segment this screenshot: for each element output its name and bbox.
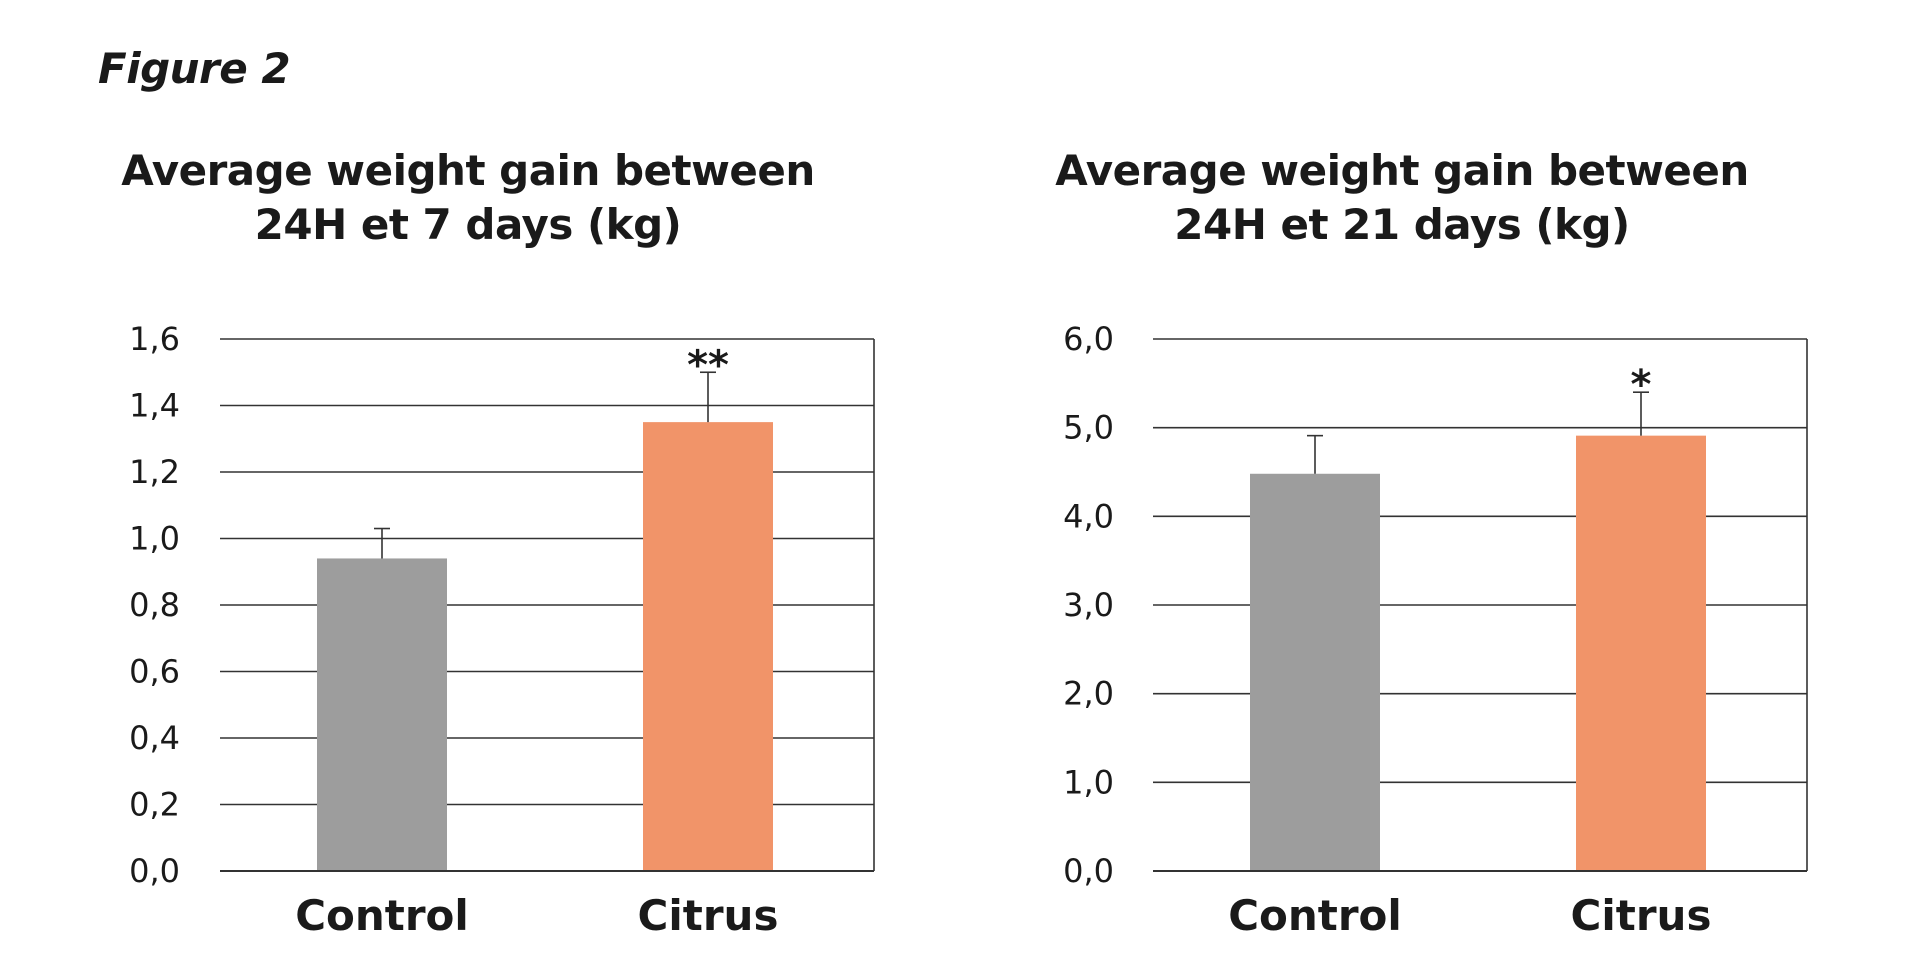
y-tick-label: 6,0 <box>1063 320 1114 358</box>
y-tick-label: 1,0 <box>1063 763 1114 801</box>
y-tick-label: 0,2 <box>129 786 180 824</box>
figure-label: Figure 2 <box>98 44 291 93</box>
y-tick-label: 0,0 <box>129 852 180 890</box>
category-label-control: Control <box>295 891 469 940</box>
y-tick-label: 2,0 <box>1063 675 1114 713</box>
chart-weight-gain-7-days: 0,0 0,2 0,4 0,6 0,8 1,0 1,2 1,4 1,6 Control ** Citr… <box>129 320 875 940</box>
y-tick-label: 4,0 <box>1063 497 1114 535</box>
chart-title-line-2: 24H et 21 days (kg) <box>1174 200 1630 249</box>
chart-title-21-days: Average weight gain between 24H et 21 da… <box>1022 144 1782 252</box>
chart-title-7-days: Average weight gain between 24H et 7 day… <box>88 144 848 252</box>
category-label-control: Control <box>1228 891 1402 940</box>
y-tick-label: 0,6 <box>129 653 180 691</box>
y-tick-label: 0,8 <box>129 586 180 624</box>
bar-control <box>1250 473 1380 871</box>
significance-marker-citrus: ** <box>687 342 729 388</box>
category-label-citrus: Citrus <box>1571 891 1712 940</box>
y-tick-label: 1,4 <box>129 387 180 425</box>
chart-title-line-2: 24H et 7 days (kg) <box>254 200 682 249</box>
chart-title-line-1: Average weight gain between <box>1055 146 1749 195</box>
bar-citrus <box>1576 435 1706 871</box>
y-tick-label: 0,0 <box>1063 852 1114 890</box>
y-tick-label: 0,4 <box>129 719 180 757</box>
y-tick-label: 1,2 <box>129 453 180 491</box>
y-tick-label: 1,0 <box>129 520 180 558</box>
bar-control <box>317 558 447 871</box>
chart-weight-gain-21-days: 0,0 1,0 2,0 3,0 4,0 5,0 6,0 Control * Citrus <box>1063 320 1808 940</box>
y-tick-label: 5,0 <box>1063 409 1114 447</box>
chart-title-line-1: Average weight gain between <box>121 146 815 195</box>
category-label-citrus: Citrus <box>638 891 779 940</box>
y-tick-label: 1,6 <box>129 320 180 358</box>
bar-citrus <box>643 422 773 871</box>
y-tick-label: 3,0 <box>1063 586 1114 624</box>
significance-marker-citrus: * <box>1631 362 1652 408</box>
